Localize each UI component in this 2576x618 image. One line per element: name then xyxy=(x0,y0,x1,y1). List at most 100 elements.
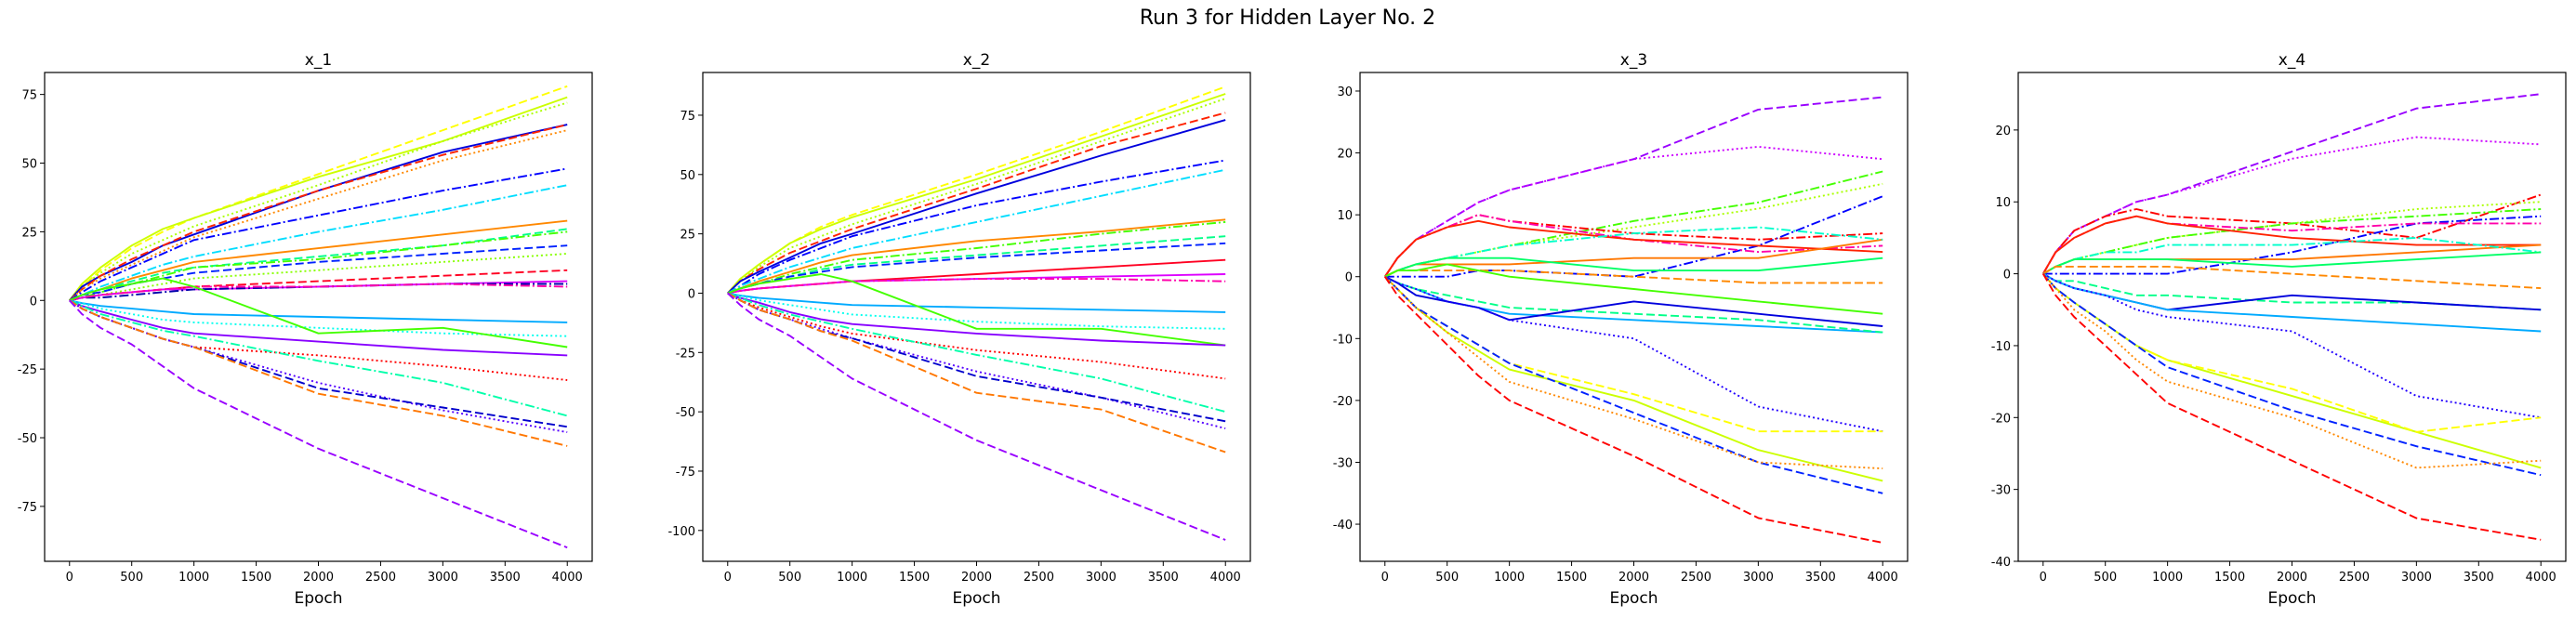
series-group xyxy=(1384,96,1883,544)
y-tick-label: 10 xyxy=(1337,209,1353,223)
x-tick-label: 4000 xyxy=(1210,571,1241,585)
series-group xyxy=(69,85,568,549)
series-line-7 xyxy=(1384,214,1883,278)
series-line-11 xyxy=(69,230,568,302)
series-line-8 xyxy=(2041,215,2542,275)
x-tick-label: 1500 xyxy=(241,571,271,585)
y-tick-label: 25 xyxy=(21,226,37,240)
x-tick-label: 2000 xyxy=(1618,571,1649,585)
x-tick-label: 3500 xyxy=(490,571,521,585)
series-line-6 xyxy=(69,129,568,302)
y-tick-label: -40 xyxy=(1991,556,2011,570)
x-tick-label: 2000 xyxy=(2277,571,2307,585)
series-line-3 xyxy=(69,101,568,301)
y-tick-label: 20 xyxy=(1995,125,2011,138)
y-tick-label: 30 xyxy=(1337,85,1353,99)
series-line-20 xyxy=(1384,276,1883,494)
series-line-20 xyxy=(69,277,568,348)
series-line-17 xyxy=(1384,275,1883,433)
subplot-2: 0 500 1000 1500 2000 2500 3000 3500 4000-100-75-… xyxy=(667,51,1251,608)
x-tick-label: 3000 xyxy=(1743,571,1774,585)
x-tick-label: 3500 xyxy=(1148,571,1179,585)
y-tick-label: 10 xyxy=(1995,196,2011,210)
series-line-20 xyxy=(727,292,1226,414)
series-line-15 xyxy=(1384,275,1883,334)
y-tick-label: -10 xyxy=(1333,333,1353,347)
x-tick-label: 1500 xyxy=(2214,571,2245,585)
x-tick-label: 2500 xyxy=(365,571,396,585)
x-tick-label: 2500 xyxy=(2339,571,2370,585)
series-line-20 xyxy=(2042,272,2542,469)
series-line-8 xyxy=(1384,219,1883,278)
x-tick-label: 0 xyxy=(2040,571,2047,585)
series-line-6 xyxy=(2042,215,2542,275)
x-axis-label: Epoch xyxy=(2267,589,2316,608)
series-line-19 xyxy=(69,299,568,337)
x-axis-label: Epoch xyxy=(294,589,342,608)
y-tick-label: -20 xyxy=(1333,395,1353,409)
y-tick-label: -75 xyxy=(18,501,37,515)
series-line-14 xyxy=(727,278,1226,295)
series-line-7 xyxy=(727,168,1226,295)
series-line-13 xyxy=(2042,272,2542,311)
x-tick-label: 3000 xyxy=(428,571,458,585)
y-tick-label: -30 xyxy=(1991,484,2011,498)
x-tick-label: 2000 xyxy=(303,571,334,585)
subplot-title: x_4 xyxy=(2279,51,2305,70)
series-line-6 xyxy=(1384,214,1883,278)
subplot-grid: 0 500 1000 1500 2000 2500 3000 3500 4000-75-50-2… xyxy=(18,51,2567,608)
x-tick-label: 500 xyxy=(1435,571,1459,585)
series-line-7 xyxy=(69,167,568,302)
y-tick-label: -100 xyxy=(667,525,695,539)
x-axis-label: Epoch xyxy=(952,589,1000,608)
series-line-5 xyxy=(1384,195,1883,278)
series-line-1 xyxy=(69,85,568,301)
x-tick-label: 4000 xyxy=(2526,571,2556,585)
x-tick-label: 0 xyxy=(1381,571,1389,585)
subplot-3: 0 500 1000 1500 2000 2500 3000 3500 4000 -40 -30 -2… xyxy=(1333,51,1909,608)
x-tick-label: 1000 xyxy=(837,571,867,585)
y-tick-label: 20 xyxy=(1337,148,1353,162)
series-line-2 xyxy=(1384,145,1883,278)
series-line-11 xyxy=(2042,251,2542,275)
y-tick-label: -10 xyxy=(1991,340,2011,354)
x-tick-label: 3000 xyxy=(1086,571,1116,585)
y-tick-label: -25 xyxy=(676,347,695,361)
subplot-4: 0 500 1000 1500 2000 2500 3000 3500 4000 -40 -30 -2… xyxy=(1991,51,2567,608)
y-tick-label: -40 xyxy=(1333,519,1353,533)
y-tick-label: 75 xyxy=(680,110,695,124)
x-tick-label: 500 xyxy=(120,571,143,585)
series-line-12 xyxy=(69,244,568,302)
series-line-22 xyxy=(1384,276,1883,544)
series-line-21 xyxy=(2041,273,2542,541)
x-tick-label: 0 xyxy=(724,571,732,585)
series-line-17 xyxy=(727,273,1226,347)
series-line-17 xyxy=(69,283,568,302)
x-tick-label: 1000 xyxy=(2152,571,2183,585)
x-tick-label: 1500 xyxy=(1556,571,1587,585)
y-tick-label: -20 xyxy=(1991,412,2011,426)
x-tick-label: 500 xyxy=(2094,571,2117,585)
series-group xyxy=(2041,93,2542,541)
series-line-2 xyxy=(727,93,1226,295)
subplot-title: x_2 xyxy=(963,51,990,70)
y-tick-label: 0 xyxy=(1345,271,1353,285)
x-tick-label: 3500 xyxy=(1805,571,1836,585)
series-line-19 xyxy=(2042,272,2542,477)
y-tick-label: 50 xyxy=(680,169,695,183)
series-line-2 xyxy=(2041,136,2542,275)
y-tick-label: 75 xyxy=(21,89,37,103)
x-tick-label: 3000 xyxy=(2401,571,2432,585)
y-tick-label: -50 xyxy=(676,406,695,420)
series-line-13 xyxy=(1384,263,1883,315)
x-tick-label: 4000 xyxy=(552,571,583,585)
y-tick-label: -50 xyxy=(18,432,37,446)
x-tick-label: 2500 xyxy=(1681,571,1711,585)
x-tick-label: 3500 xyxy=(2464,571,2494,585)
figure-suptitle: Run 3 for Hidden Layer No. 2 xyxy=(1140,7,1435,30)
y-tick-label: 25 xyxy=(680,229,695,243)
x-tick-label: 1500 xyxy=(899,571,930,585)
y-tick-label: -25 xyxy=(18,363,37,377)
subplot-title: x_3 xyxy=(1620,51,1647,70)
